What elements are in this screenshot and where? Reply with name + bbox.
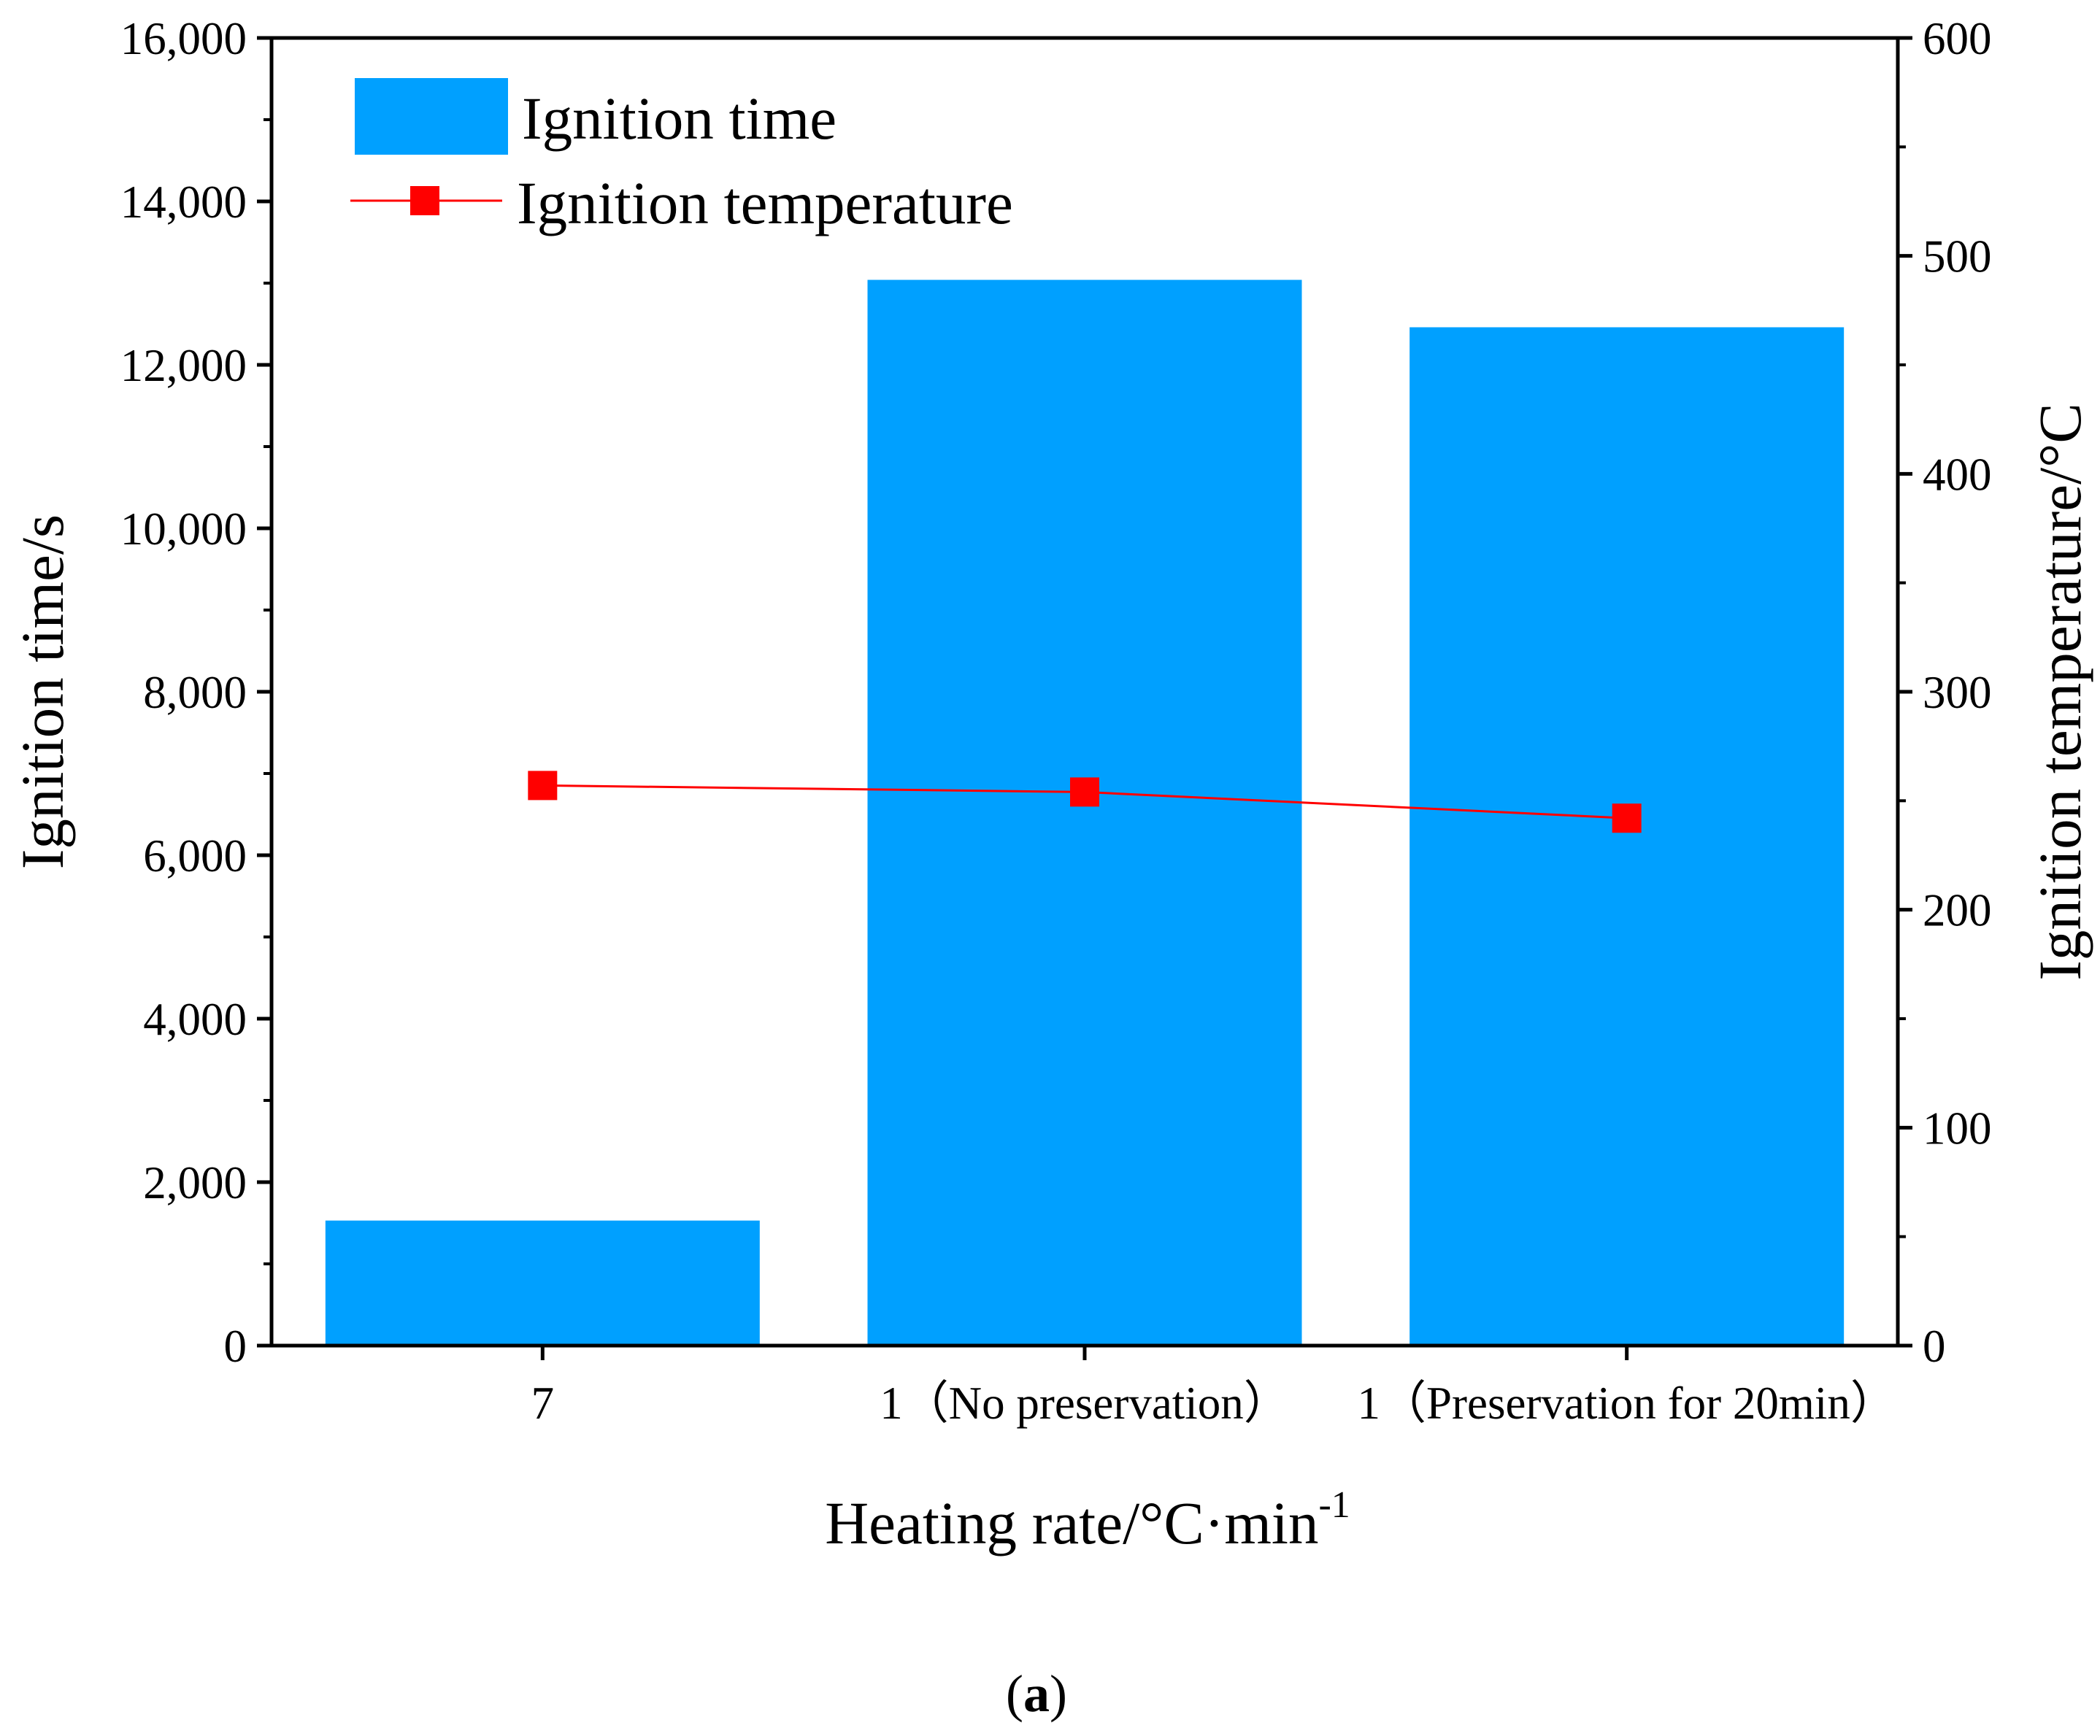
legend: Ignition time Ignition temperature	[350, 78, 1013, 236]
temperature-marker-3	[1612, 803, 1642, 833]
y-left-tick-label: 14,000	[120, 177, 247, 228]
y-left-tick-label: 6,000	[143, 830, 247, 881]
y-right-tick-label: 400	[1923, 449, 1992, 500]
legend-label-ignition-temperature: Ignition temperature	[517, 169, 1013, 236]
y-left-tick-label: 16,000	[120, 13, 247, 64]
y-right-tick-label: 0	[1923, 1321, 1946, 1372]
y-right-tick-label: 100	[1923, 1103, 1992, 1154]
y-right-tick-label: 500	[1923, 231, 1992, 282]
y-right-tick-label: 300	[1923, 667, 1992, 718]
y-left-tick-label: 0	[224, 1321, 247, 1372]
x-axis-title: Heating rate/°C·min-1	[825, 1484, 1350, 1556]
x-axis-title-main: Heating rate/°C·min	[825, 1489, 1318, 1556]
y-right-tick-label: 600	[1923, 13, 1992, 64]
x-tick-label: 1（Preservation for 20min）	[1357, 1378, 1896, 1429]
y-left-tick-label: 2,000	[143, 1157, 247, 1208]
x-tick-label: 7	[531, 1378, 555, 1429]
bar-1	[325, 1220, 760, 1346]
y-left-tick-label: 10,000	[120, 504, 247, 555]
temperature-marker-1	[528, 771, 558, 801]
y-axis-right-title: Ignition temperature/°C	[2026, 403, 2093, 981]
axes: 0 2,000 4,000 6,000 8,000 10,000 12,000 14,000 1…	[120, 13, 1992, 1429]
caption-open-paren: (	[1006, 1664, 1023, 1723]
caption-close-paren: )	[1050, 1664, 1067, 1723]
bar-3	[1409, 327, 1845, 1346]
y-right-tick-label: 200	[1923, 885, 1992, 936]
figure-caption: (a)	[1006, 1664, 1067, 1723]
bar-series-ignition-time	[325, 279, 1845, 1346]
bar-2	[867, 279, 1302, 1346]
x-tick-label: 1（No preservation）	[880, 1378, 1290, 1429]
y-left-tick-label: 12,000	[120, 340, 247, 391]
y-left-tick-label: 4,000	[143, 994, 247, 1045]
y-left-tick-label: 8,000	[143, 667, 247, 718]
line-series-ignition-temperature	[528, 771, 1642, 833]
x-axis-title-superscript: -1	[1318, 1484, 1350, 1526]
legend-label-ignition-time: Ignition time	[522, 85, 836, 152]
legend-marker-ignition-temperature	[410, 186, 439, 215]
y-axis-left-title: Ignition time/s	[9, 514, 76, 869]
temperature-marker-2	[1070, 777, 1099, 807]
caption-letter: a	[1023, 1664, 1050, 1723]
legend-swatch-ignition-time	[355, 78, 508, 155]
